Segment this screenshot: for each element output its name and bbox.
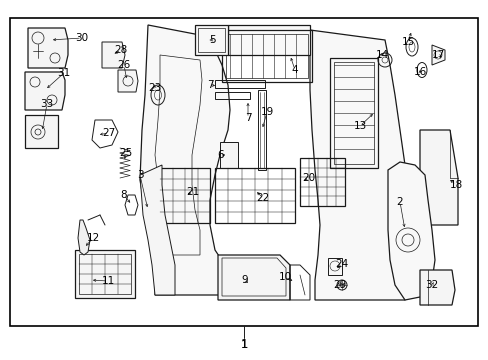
Polygon shape [309, 30, 409, 300]
Text: 15: 15 [401, 37, 414, 47]
Polygon shape [78, 220, 90, 255]
Bar [222, 30, 311, 82]
Polygon shape [419, 130, 457, 225]
Text: 27: 27 [102, 128, 115, 138]
Polygon shape [227, 25, 309, 55]
Text: 19: 19 [260, 107, 273, 117]
Bar [75, 250, 135, 298]
Bar [333, 62, 373, 164]
Polygon shape [218, 255, 289, 300]
Text: 12: 12 [86, 233, 100, 243]
Text: 22: 22 [256, 193, 269, 203]
Polygon shape [25, 72, 65, 110]
Polygon shape [195, 25, 227, 55]
Polygon shape [387, 162, 434, 300]
Text: 1: 1 [240, 338, 247, 351]
Text: 5: 5 [209, 35, 216, 45]
Polygon shape [118, 70, 138, 92]
Bar [215, 92, 249, 99]
Text: 10: 10 [278, 272, 291, 282]
Text: 7: 7 [206, 80, 213, 90]
Text: 33: 33 [41, 99, 54, 109]
Text: 1: 1 [240, 340, 247, 350]
Text: 9: 9 [241, 275, 248, 285]
Polygon shape [140, 25, 240, 295]
Text: 26: 26 [117, 60, 130, 70]
Polygon shape [431, 45, 444, 65]
Bar [215, 168, 294, 223]
Text: 31: 31 [57, 68, 70, 78]
Text: 17: 17 [430, 50, 444, 60]
Text: 29: 29 [333, 280, 346, 290]
Bar [10, 18, 477, 326]
Text: 16: 16 [412, 67, 426, 77]
Text: 21: 21 [186, 187, 199, 197]
Bar [160, 168, 209, 223]
Text: 18: 18 [448, 180, 462, 190]
Bar [225, 34, 307, 78]
Text: 25: 25 [119, 148, 132, 158]
Text: 6: 6 [217, 150, 224, 160]
Text: 7: 7 [244, 113, 251, 123]
Text: 13: 13 [353, 121, 366, 131]
Bar [79, 254, 131, 294]
Bar [215, 80, 264, 88]
Text: 20: 20 [302, 173, 315, 183]
Bar [258, 90, 265, 170]
Text: 11: 11 [101, 276, 114, 286]
Text: 30: 30 [75, 33, 88, 43]
Text: 28: 28 [114, 45, 127, 55]
Bar [299, 158, 345, 206]
Polygon shape [419, 270, 454, 305]
Polygon shape [220, 142, 238, 168]
Polygon shape [28, 28, 68, 68]
Polygon shape [25, 115, 58, 148]
Text: 24: 24 [335, 259, 348, 269]
Text: 32: 32 [425, 280, 438, 290]
Polygon shape [140, 165, 175, 295]
Text: 2: 2 [396, 197, 403, 207]
Polygon shape [102, 42, 125, 68]
Text: 4: 4 [291, 65, 298, 75]
Text: 3: 3 [137, 170, 143, 180]
Text: 14: 14 [375, 50, 388, 60]
Bar [329, 58, 377, 168]
Text: 8: 8 [121, 190, 127, 200]
Text: 23: 23 [148, 83, 162, 93]
